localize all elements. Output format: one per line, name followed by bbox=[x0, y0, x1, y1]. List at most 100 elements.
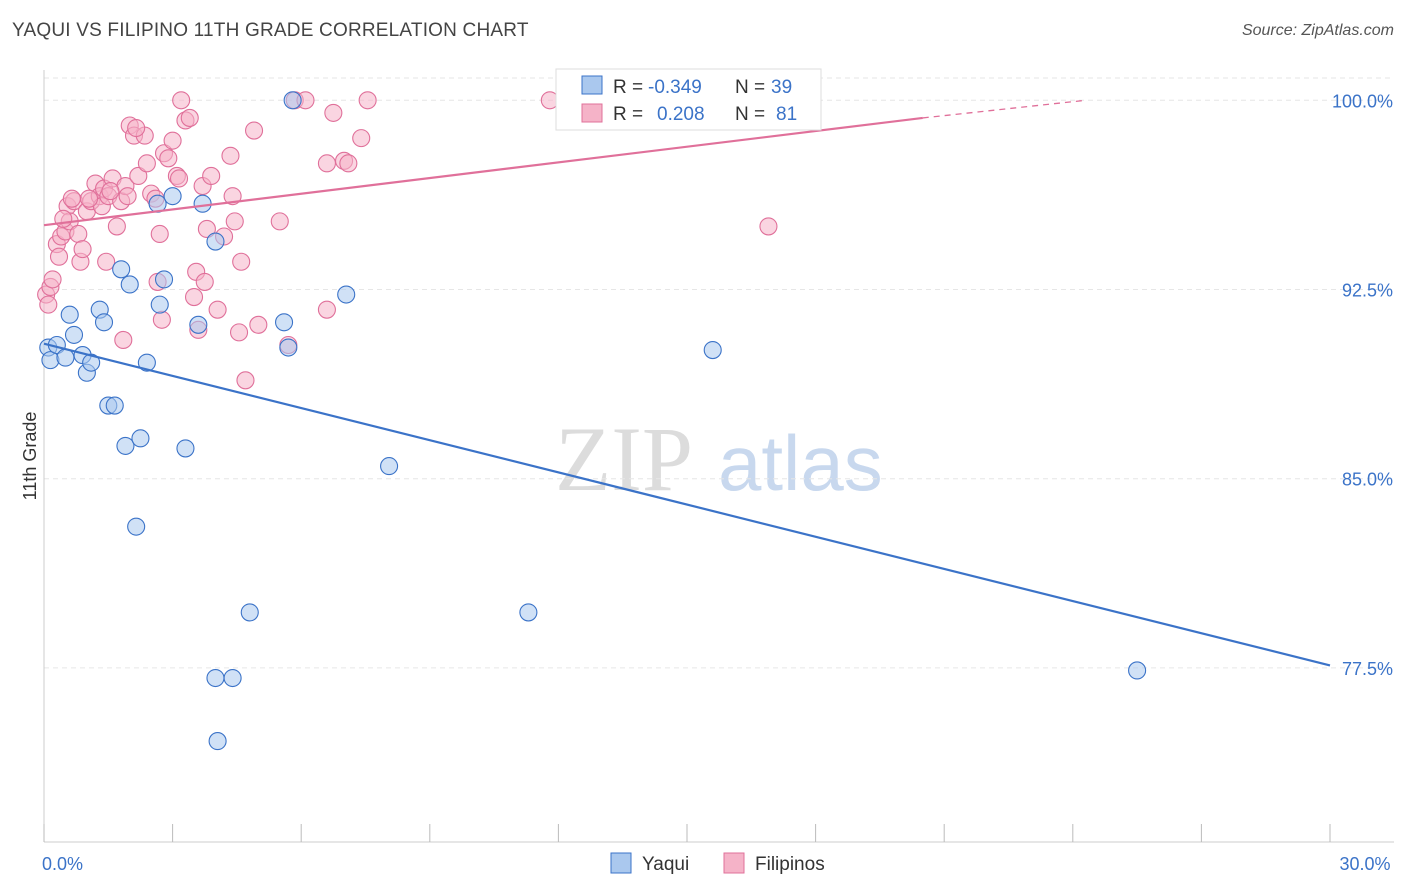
yaqui-point bbox=[150, 295, 169, 314]
filipinos-trend-line bbox=[43, 116, 923, 227]
source-credit: Source: ZipAtlas.com bbox=[1241, 22, 1394, 39]
filipinos-point bbox=[358, 91, 377, 110]
filipinos-point bbox=[101, 182, 120, 201]
x-tick-label: 0.0% bbox=[42, 854, 83, 874]
yaqui-point bbox=[94, 313, 114, 332]
yaqui-point bbox=[206, 232, 225, 251]
filipinos-point bbox=[249, 315, 268, 334]
yaqui-point bbox=[137, 353, 156, 372]
filipinos-legend-swatch bbox=[581, 103, 603, 123]
filipinos-n-label: N = bbox=[735, 104, 765, 125]
filipinos-trend-extension bbox=[922, 99, 1086, 119]
yaqui-point bbox=[116, 436, 135, 455]
filipinos-point bbox=[232, 252, 251, 271]
filipinos-point bbox=[324, 103, 343, 122]
x-tick-label: 30.0% bbox=[1339, 854, 1390, 874]
filipinos-point bbox=[54, 209, 73, 228]
yaqui-series-label: Yaqui bbox=[642, 854, 689, 875]
filipinos-point bbox=[317, 300, 336, 319]
filipinos-point bbox=[152, 310, 171, 329]
filipinos-r-label: R = bbox=[613, 104, 643, 125]
stats-legend: R = -0.349 N = 39 R = 0.208 N = 81 bbox=[555, 68, 822, 131]
filipinos-point bbox=[195, 272, 214, 291]
yaqui-point bbox=[240, 603, 259, 622]
yaqui-point bbox=[703, 340, 722, 360]
yaqui-n-label: N = bbox=[735, 77, 765, 98]
filipinos-point bbox=[223, 187, 242, 206]
filipinos-point bbox=[317, 154, 336, 173]
yaqui-point bbox=[112, 260, 131, 279]
y-tick-label: 77.5% bbox=[1342, 659, 1393, 679]
filipinos-point bbox=[79, 189, 99, 208]
yaqui-trend-line bbox=[43, 342, 1331, 667]
filipinos-point bbox=[208, 300, 227, 319]
filipinos-point bbox=[225, 212, 244, 231]
yaqui-point bbox=[60, 305, 79, 324]
filipinos-series-label: Filipinos bbox=[755, 854, 825, 875]
filipinos-series-swatch bbox=[723, 852, 745, 874]
filipinos-point bbox=[352, 129, 371, 148]
filipinos-point bbox=[244, 121, 264, 140]
yaqui-point bbox=[275, 313, 294, 332]
x-ticks bbox=[43, 824, 1331, 842]
filipinos-point bbox=[184, 288, 204, 307]
yaqui-point bbox=[127, 517, 146, 536]
filipinos-point bbox=[69, 224, 88, 244]
filipinos-point bbox=[73, 240, 92, 259]
yaqui-r-value: -0.349 bbox=[648, 77, 702, 98]
filipinos-point bbox=[236, 371, 255, 390]
yaqui-point bbox=[105, 396, 124, 415]
x-tick-labels: 0.0% 30.0% bbox=[42, 854, 1391, 874]
filipinos-point bbox=[43, 270, 62, 289]
watermark-zip: ZIP bbox=[555, 408, 693, 510]
trend-lines bbox=[43, 99, 1331, 667]
y-tick-label: 100.0% bbox=[1332, 91, 1393, 111]
filipinos-point bbox=[197, 219, 216, 238]
yaqui-point bbox=[206, 668, 225, 688]
y-tick-label: 92.5% bbox=[1342, 280, 1393, 300]
filipinos-n-value: 81 bbox=[776, 104, 797, 125]
watermark: ZIP atlas bbox=[555, 408, 883, 510]
filipinos-point bbox=[150, 224, 169, 244]
filipinos-point bbox=[163, 131, 182, 150]
filipinos-point bbox=[114, 330, 133, 349]
filipinos-point bbox=[202, 166, 221, 186]
yaqui-point bbox=[337, 285, 356, 304]
yaqui-point bbox=[223, 668, 242, 688]
yaqui-point bbox=[283, 91, 302, 110]
yaqui-point bbox=[279, 338, 298, 357]
filipinos-point bbox=[180, 108, 199, 127]
filipinos-point bbox=[221, 146, 240, 165]
yaqui-point bbox=[131, 429, 150, 448]
filipinos-r-value: 0.208 bbox=[657, 104, 705, 125]
yaqui-n-value: 39 bbox=[771, 77, 792, 98]
yaqui-point bbox=[519, 603, 538, 622]
filipinos-point bbox=[129, 166, 148, 186]
yaqui-point bbox=[163, 187, 182, 206]
filipinos-point bbox=[159, 149, 178, 168]
filipinos-point bbox=[97, 252, 116, 271]
filipinos-point bbox=[118, 187, 137, 206]
filipinos-point bbox=[270, 212, 289, 231]
filipinos-point bbox=[339, 154, 358, 173]
yaqui-point bbox=[120, 275, 139, 294]
yaqui-point bbox=[176, 439, 195, 458]
filipinos-points bbox=[37, 91, 778, 390]
series-legend: Yaqui Filipinos bbox=[610, 852, 825, 875]
axes bbox=[43, 70, 1394, 843]
y-tick-label: 85.0% bbox=[1342, 470, 1393, 490]
filipinos-point bbox=[229, 323, 249, 342]
y-tick-labels: 100.0% 92.5% 85.0% 77.5% bbox=[1332, 91, 1393, 679]
yaqui-point bbox=[380, 457, 399, 476]
yaqui-r-label: R = bbox=[613, 77, 643, 98]
yaqui-point bbox=[64, 325, 84, 344]
yaqui-point bbox=[189, 315, 208, 334]
yaqui-point bbox=[82, 353, 101, 372]
filipinos-point bbox=[759, 217, 778, 236]
yaqui-legend-swatch bbox=[581, 75, 603, 95]
yaqui-point bbox=[193, 194, 212, 213]
yaqui-point bbox=[208, 732, 227, 751]
filipinos-point bbox=[127, 118, 146, 138]
filipinos-point bbox=[137, 154, 156, 173]
chart-title: YAQUI VS FILIPINO 11TH GRADE CORRELATION… bbox=[12, 20, 529, 41]
